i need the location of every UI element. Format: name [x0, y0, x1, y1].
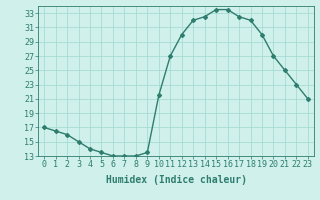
- X-axis label: Humidex (Indice chaleur): Humidex (Indice chaleur): [106, 175, 246, 185]
